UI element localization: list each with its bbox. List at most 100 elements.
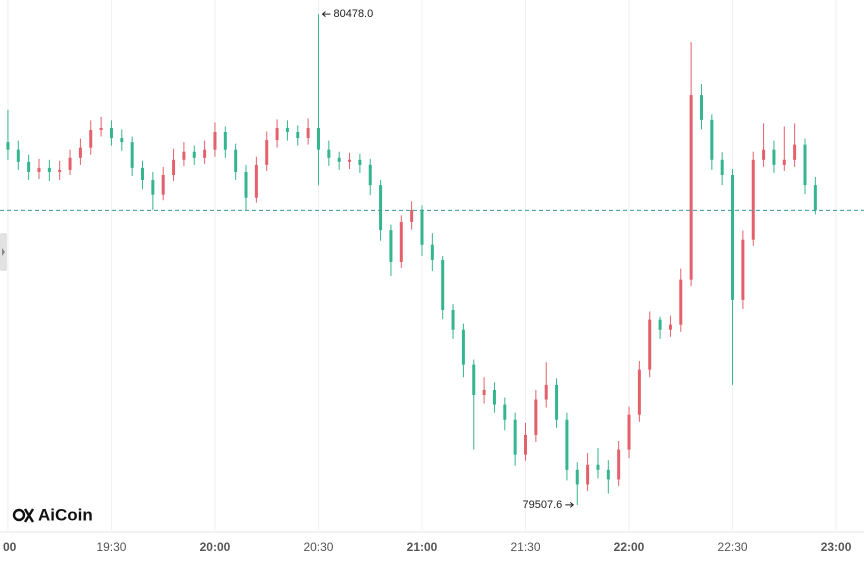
candle-body: [461, 329, 465, 365]
candle-body: [482, 389, 486, 395]
candle-body: [89, 129, 93, 148]
high-arrow: [321, 11, 331, 18]
candle-body: [731, 174, 735, 300]
candle-body: [699, 95, 703, 120]
candle-body: [37, 167, 41, 172]
candle-body: [285, 127, 289, 132]
candle-body: [399, 222, 403, 262]
low-label: 79507.6: [522, 499, 562, 511]
candle-body: [596, 464, 600, 470]
candle-body: [782, 159, 786, 165]
candle-body: [793, 144, 797, 160]
candle-body: [254, 164, 258, 198]
candle-body: [451, 310, 455, 330]
candle-body: [348, 159, 352, 162]
candle-body: [389, 230, 393, 262]
x-tick-label: 22:30: [718, 540, 748, 554]
candle-body: [213, 131, 217, 150]
candle-body: [472, 364, 476, 395]
candle-body: [68, 157, 72, 170]
candle-body: [762, 149, 766, 160]
candle-body: [555, 384, 559, 420]
candle-body: [6, 142, 10, 150]
candle-body: [141, 167, 145, 181]
low-arrow: [565, 502, 575, 508]
candle-body: [565, 419, 569, 470]
candle-body: [192, 151, 196, 158]
candle-body: [58, 169, 62, 172]
candle-body: [109, 127, 113, 139]
high-label: 80478.0: [333, 8, 373, 20]
x-tick-label: 21:30: [510, 540, 540, 554]
candle-body: [658, 319, 662, 330]
x-tick-label: 20:00: [200, 540, 231, 554]
watermark-text: AiCoin: [38, 505, 93, 524]
candle-body: [710, 119, 714, 160]
candle-body: [296, 131, 300, 139]
candle-body: [379, 185, 383, 231]
candle-body: [575, 469, 579, 485]
candle-body: [492, 389, 496, 405]
candle-body: [27, 161, 31, 172]
candle-body: [513, 419, 517, 455]
candle-body: [689, 95, 693, 280]
candle-body: [244, 171, 248, 198]
candle-body: [586, 464, 590, 485]
candle-body: [534, 399, 538, 435]
handle-arrow: [2, 248, 5, 256]
candle-body: [151, 180, 155, 195]
candle-body: [234, 149, 238, 172]
candle-body: [741, 239, 745, 300]
candle-body: [420, 209, 424, 245]
candle-body: [203, 149, 207, 158]
candle-body: [265, 140, 269, 165]
candle-body: [524, 434, 528, 455]
x-tick-label: 20:30: [303, 540, 333, 554]
candle-body: [337, 157, 341, 162]
candle-body: [772, 149, 776, 165]
candle-body: [182, 151, 186, 160]
candle-body: [441, 259, 445, 311]
candle-body: [275, 127, 279, 141]
candle-body: [358, 159, 362, 165]
candle-body: [368, 164, 372, 186]
candle-body: [627, 414, 631, 450]
candle-body: [47, 167, 51, 172]
candles: [6, 14, 817, 505]
candle-body: [544, 384, 548, 400]
candle-body: [120, 138, 124, 143]
x-tick-label: 19:30: [96, 540, 126, 554]
x-tick-label: 00: [3, 540, 17, 554]
candle-body: [306, 127, 310, 139]
candle-body: [316, 127, 320, 150]
candle-body: [813, 185, 817, 211]
watermark: AiCoin: [12, 505, 93, 524]
candle-body: [78, 147, 82, 158]
candle-body: [16, 149, 20, 162]
candle-body: [751, 159, 755, 240]
candle-body: [679, 279, 683, 325]
x-tick-label: 22:00: [614, 540, 645, 554]
candle-body: [99, 127, 103, 130]
candle-body: [327, 149, 331, 158]
candle-body: [637, 369, 641, 415]
candle-body: [668, 324, 672, 330]
x-tick-label: 21:00: [407, 540, 438, 554]
candle-body: [172, 159, 176, 175]
candle-body: [648, 319, 652, 370]
candle-body: [606, 469, 610, 480]
candle-body: [223, 131, 227, 150]
logo-ring: [12, 508, 26, 522]
candle-body: [430, 244, 434, 260]
candle-body: [720, 159, 724, 175]
logo-mark: [23, 508, 35, 523]
candle-body: [503, 404, 507, 420]
x-tick-label: 23:00: [821, 540, 852, 554]
candle-body: [161, 174, 165, 195]
candle-body: [617, 449, 621, 480]
candle-body: [130, 142, 134, 168]
candle-body: [410, 209, 414, 223]
